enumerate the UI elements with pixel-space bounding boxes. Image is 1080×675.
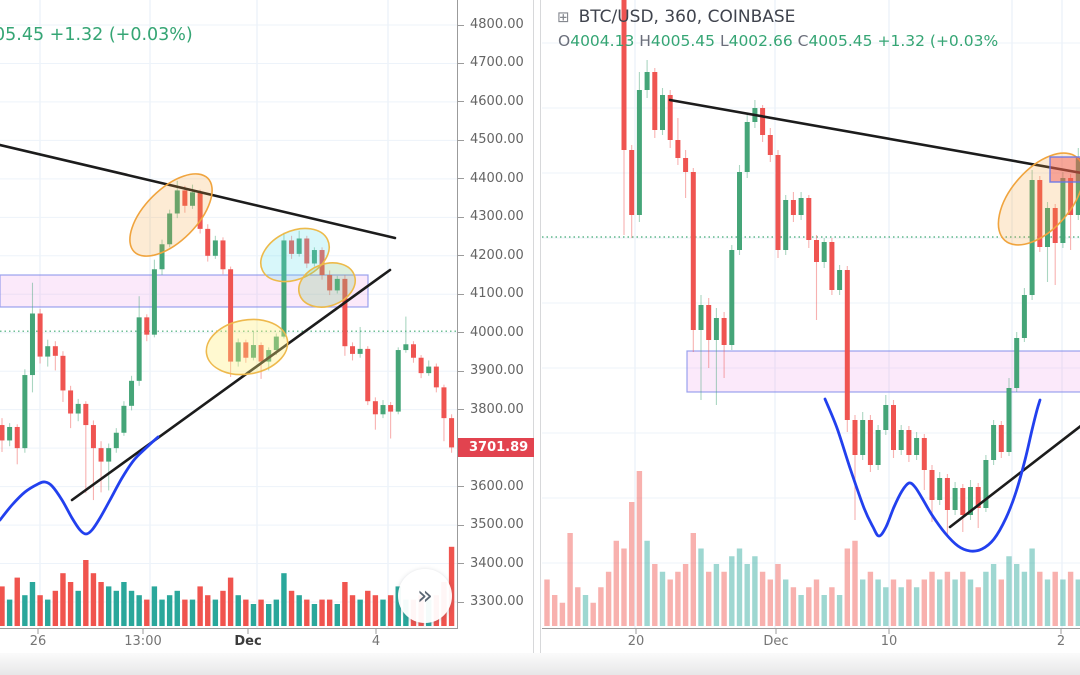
price-tick [458,524,464,526]
ohlc-legend-cropped: 05.45 +1.32 (+0.03%) [0,25,193,45]
hand-drawn-curve [0,435,160,536]
ohlc-key: O [558,32,571,50]
trendline [0,143,397,240]
price-tick-label: 3300.00 [470,594,524,609]
time-tick [888,629,890,634]
price-tick [458,332,464,334]
ohlc-key: L [715,32,729,50]
time-axis-left[interactable]: 26 13:00 Dec 4 [0,629,533,653]
time-tick-label: 4 [371,634,381,649]
ohlc-key: C [792,32,809,50]
ohlc-key: H [634,32,651,50]
ohlc-value: 4002.66 [728,32,793,50]
price-tick [458,255,464,257]
price-tick-label: 4100.00 [470,286,524,302]
time-tick [375,629,377,634]
symbol-title[interactable]: ⊞ BTC/USD, 360, COINBASE [557,7,795,27]
price-axis[interactable]: 4800.00 4700.00 4600.00 4500.00 4400.00 4300.… [458,0,534,628]
candlestick-plot-right[interactable] [542,0,1080,629]
pattern-ellipse [129,173,213,257]
price-tick [458,62,464,64]
price-tick [458,293,464,295]
time-tick [37,629,39,634]
price-tick-label: 3600.00 [470,478,524,494]
compare-add-icon[interactable]: ⊞ [557,8,570,26]
ohlc-change: +1.32 (+0.03% [872,32,999,50]
price-target-box [1049,156,1080,183]
double-chevron-right-icon: » [417,581,433,611]
price-tick-label: 3500.00 [470,517,524,533]
volume-bars [544,471,1080,626]
time-tick [1060,629,1062,634]
price-tick-label: 4000.00 [470,324,524,340]
gridlines [0,0,457,628]
time-tick-label: 20 [627,634,645,649]
time-tick-label: 13:00 [124,634,162,649]
price-tick [458,101,464,103]
price-tick-label: 4700.00 [470,55,524,71]
price-tick [458,24,464,26]
volume-bars [0,546,455,626]
time-tick [775,629,777,634]
support-resistance-zone [686,350,1080,393]
price-tick-label: 3800.00 [470,401,524,417]
trendline [668,98,1080,174]
candlestick-plot-left[interactable] [0,0,458,629]
symbol-title-label: BTC/USD, 360, COINBASE [578,7,796,27]
time-axis-right[interactable]: 20 Dec 10 2 [541,629,1080,653]
ohlc-value: 4005.45 [650,32,716,50]
price-tick [458,370,464,372]
time-tick-label: 2 [1056,634,1066,649]
price-tick-label: 4500.00 [470,132,524,148]
chart-panel-left: 4800.00 4700.00 4600.00 4500.00 4400.00 4300.… [0,0,534,653]
time-tick [635,629,637,634]
price-tick-label: 4600.00 [470,93,524,109]
time-tick-label: 10 [880,634,898,649]
scroll-right-button[interactable]: » [398,569,452,623]
price-tick [458,563,464,565]
hand-drawn-curve [823,397,1042,553]
gridlines [542,0,1080,628]
price-tick [458,178,464,180]
page-bottom-strip [0,653,1080,675]
price-tick-label: 4800.00 [470,17,524,32]
trendline [70,268,392,502]
pattern-ellipse [205,318,289,376]
price-tick-label: 4300.00 [470,209,524,225]
price-tick-label: 3900.00 [470,363,524,379]
time-tick [247,629,249,634]
trendline [948,424,1080,529]
price-tick [458,601,464,603]
last-price-badge: 3701.89 [458,437,534,457]
time-tick-label: Dec [234,634,262,649]
price-tick [458,216,464,218]
candles-layer [621,0,1080,537]
price-tick-label: 4400.00 [470,170,524,186]
price-tick-label: 4200.00 [470,247,524,263]
price-tick-label: 3400.00 [470,555,524,571]
price-tick [458,409,464,411]
time-tick-label: 26 [29,634,47,649]
price-tick [458,139,464,141]
price-tick [458,486,464,488]
support-resistance-zone [0,274,369,308]
pattern-ellipse [298,262,356,308]
chart-panel-right: 20 Dec 10 2 ⊞ BTC/USD, 360, COINBASE O4004.… [540,0,1080,653]
ohlc-legend: O4004.13 H4005.45 L4002.66 C4005.45 +1.3… [558,32,998,50]
time-tick [142,629,144,634]
time-tick-label: Dec [763,634,789,649]
ohlc-value: 4005.45 [808,32,873,50]
candles-layer [0,180,455,501]
ohlc-value: 4004.13 [570,32,635,50]
